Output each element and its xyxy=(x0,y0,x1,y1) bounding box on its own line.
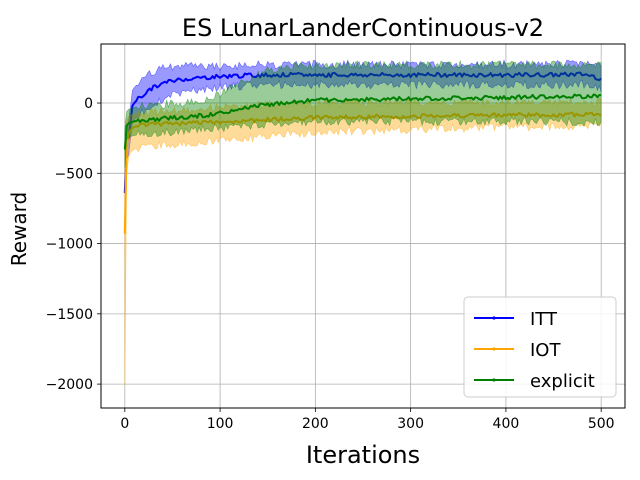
series-line-IOT xyxy=(123,111,602,234)
chart-title: ES LunarLanderContinuous-v2 xyxy=(182,14,544,42)
y-axis-label: Reward xyxy=(7,192,31,266)
x-axis-label: Iterations xyxy=(306,441,420,469)
y-tick-label: 0 xyxy=(84,96,93,112)
y-tick-label: −1000 xyxy=(46,237,93,253)
legend-marker-IOT xyxy=(492,347,496,351)
x-tick-label: 300 xyxy=(397,416,424,432)
x-tick-label: 400 xyxy=(493,416,520,432)
y-tick-label: −1500 xyxy=(46,307,93,323)
legend: ITT IOT explicit xyxy=(463,296,617,398)
legend-label-ITT: ITT xyxy=(530,309,558,330)
y-tick-label: −500 xyxy=(55,166,93,182)
x-tick-label: 500 xyxy=(588,416,615,432)
plot-area xyxy=(123,59,602,386)
x-tick-label: 100 xyxy=(207,416,234,432)
legend-marker-explicit xyxy=(492,378,496,382)
legend-label-IOT: IOT xyxy=(530,340,561,361)
y-axis-ticks: −2000 −1500 −1000 −500 0 xyxy=(46,96,101,393)
x-tick-label: 0 xyxy=(120,416,129,432)
y-tick-label: −2000 xyxy=(46,377,93,393)
series-line-explicit xyxy=(123,93,602,150)
series-line-ITT xyxy=(123,71,602,194)
legend-box xyxy=(463,296,617,398)
x-tick-label: 200 xyxy=(302,416,329,432)
plot-frame xyxy=(100,43,626,409)
series-band-IOT xyxy=(124,96,602,386)
legend-marker-ITT xyxy=(492,316,496,320)
series-band-explicit xyxy=(124,59,602,168)
legend-label-explicit: explicit xyxy=(530,371,595,392)
x-axis-ticks: 0 100 200 300 400 500 xyxy=(120,408,615,432)
